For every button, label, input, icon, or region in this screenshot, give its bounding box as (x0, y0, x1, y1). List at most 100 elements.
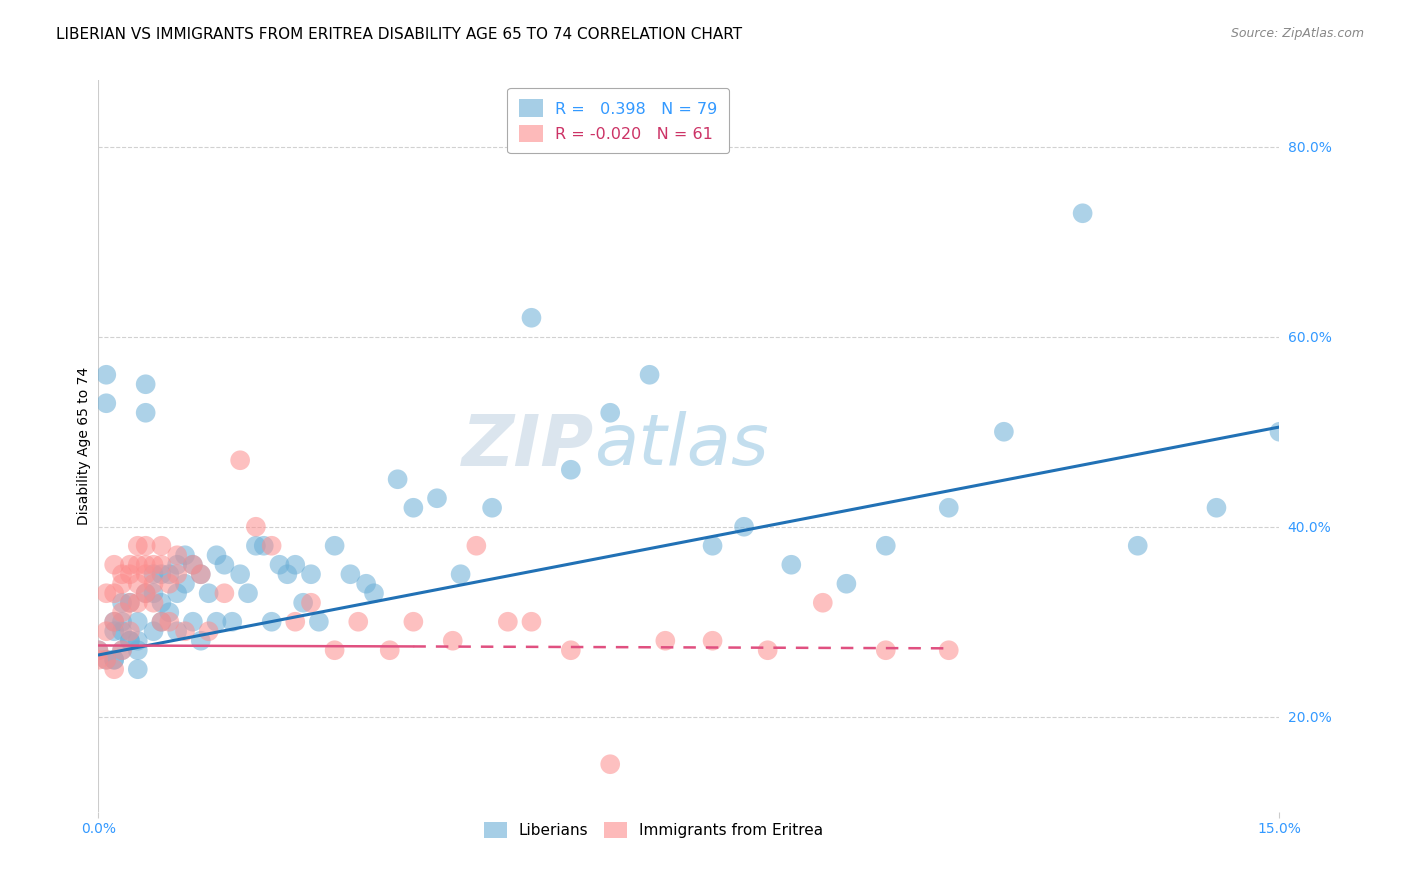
Point (135, 558, 157, 572)
Point (402, 615, 425, 629)
Point (96, 653, 118, 667)
Text: atlas: atlas (595, 411, 769, 481)
Point (127, 576, 149, 591)
Point (142, 567, 165, 582)
Point (245, 520, 267, 534)
Point (118, 624, 141, 639)
Point (402, 500, 425, 515)
Point (520, 615, 543, 629)
Point (205, 615, 228, 629)
Point (127, 596, 149, 610)
Point (87, 653, 110, 667)
Point (205, 548, 228, 562)
Legend: Liberians, Immigrants from Eritrea: Liberians, Immigrants from Eritrea (478, 816, 830, 845)
Point (150, 615, 173, 629)
Point (1071, 206, 1094, 220)
Point (363, 586, 385, 600)
Point (103, 615, 125, 629)
Point (308, 615, 330, 629)
Point (299, 567, 322, 582)
Point (150, 596, 173, 610)
Point (1268, 425, 1291, 439)
Point (214, 586, 236, 600)
Point (135, 586, 157, 600)
Point (127, 643, 149, 657)
Y-axis label: Disability Age 65 to 74: Disability Age 65 to 74 (77, 367, 91, 525)
Point (323, 643, 346, 657)
Point (142, 586, 165, 600)
Point (118, 596, 141, 610)
Point (135, 539, 157, 553)
Point (780, 558, 803, 572)
Point (111, 605, 134, 619)
Point (347, 615, 370, 629)
Point (245, 539, 267, 553)
Point (450, 567, 472, 582)
Point (1205, 500, 1227, 515)
Point (638, 368, 661, 382)
Point (157, 605, 180, 619)
Point (214, 558, 236, 572)
Point (292, 596, 315, 610)
Point (174, 576, 197, 591)
Point (111, 576, 134, 591)
Point (811, 596, 834, 610)
Point (299, 596, 322, 610)
Point (465, 539, 488, 553)
Point (174, 624, 197, 639)
Text: LIBERIAN VS IMMIGRANTS FROM ERITREA DISABILITY AGE 65 TO 74 CORRELATION CHART: LIBERIAN VS IMMIGRANTS FROM ERITREA DISA… (56, 27, 742, 42)
Point (96, 368, 118, 382)
Point (111, 596, 134, 610)
Point (236, 586, 259, 600)
Point (1126, 539, 1149, 553)
Point (166, 567, 188, 582)
Point (127, 615, 149, 629)
Point (387, 472, 409, 486)
Point (229, 567, 252, 582)
Point (354, 576, 377, 591)
Point (938, 500, 960, 515)
Point (127, 633, 149, 648)
Point (560, 643, 582, 657)
Point (702, 539, 724, 553)
Point (103, 653, 125, 667)
Point (166, 548, 188, 562)
Point (103, 558, 125, 572)
Point (150, 539, 173, 553)
Point (150, 567, 173, 582)
Point (654, 633, 676, 648)
Point (221, 615, 243, 629)
Point (269, 558, 291, 572)
Point (111, 615, 134, 629)
Point (702, 633, 724, 648)
Point (875, 539, 897, 553)
Point (127, 539, 149, 553)
Point (441, 633, 464, 648)
Point (190, 567, 212, 582)
Point (339, 567, 361, 582)
Point (142, 596, 165, 610)
Point (157, 567, 180, 582)
Point (135, 406, 157, 420)
Point (835, 576, 858, 591)
Point (118, 596, 141, 610)
Point (142, 558, 165, 572)
Point (142, 624, 165, 639)
Point (111, 567, 134, 582)
Point (96, 586, 118, 600)
Point (87, 643, 110, 657)
Point (284, 558, 307, 572)
Point (284, 615, 307, 629)
Point (599, 406, 621, 420)
Point (229, 453, 252, 467)
Point (756, 643, 779, 657)
Point (103, 662, 125, 676)
Point (142, 576, 165, 591)
Point (157, 615, 180, 629)
Point (481, 500, 503, 515)
Point (103, 653, 125, 667)
Point (103, 615, 125, 629)
Point (166, 558, 188, 572)
Point (426, 491, 449, 506)
Point (378, 643, 401, 657)
